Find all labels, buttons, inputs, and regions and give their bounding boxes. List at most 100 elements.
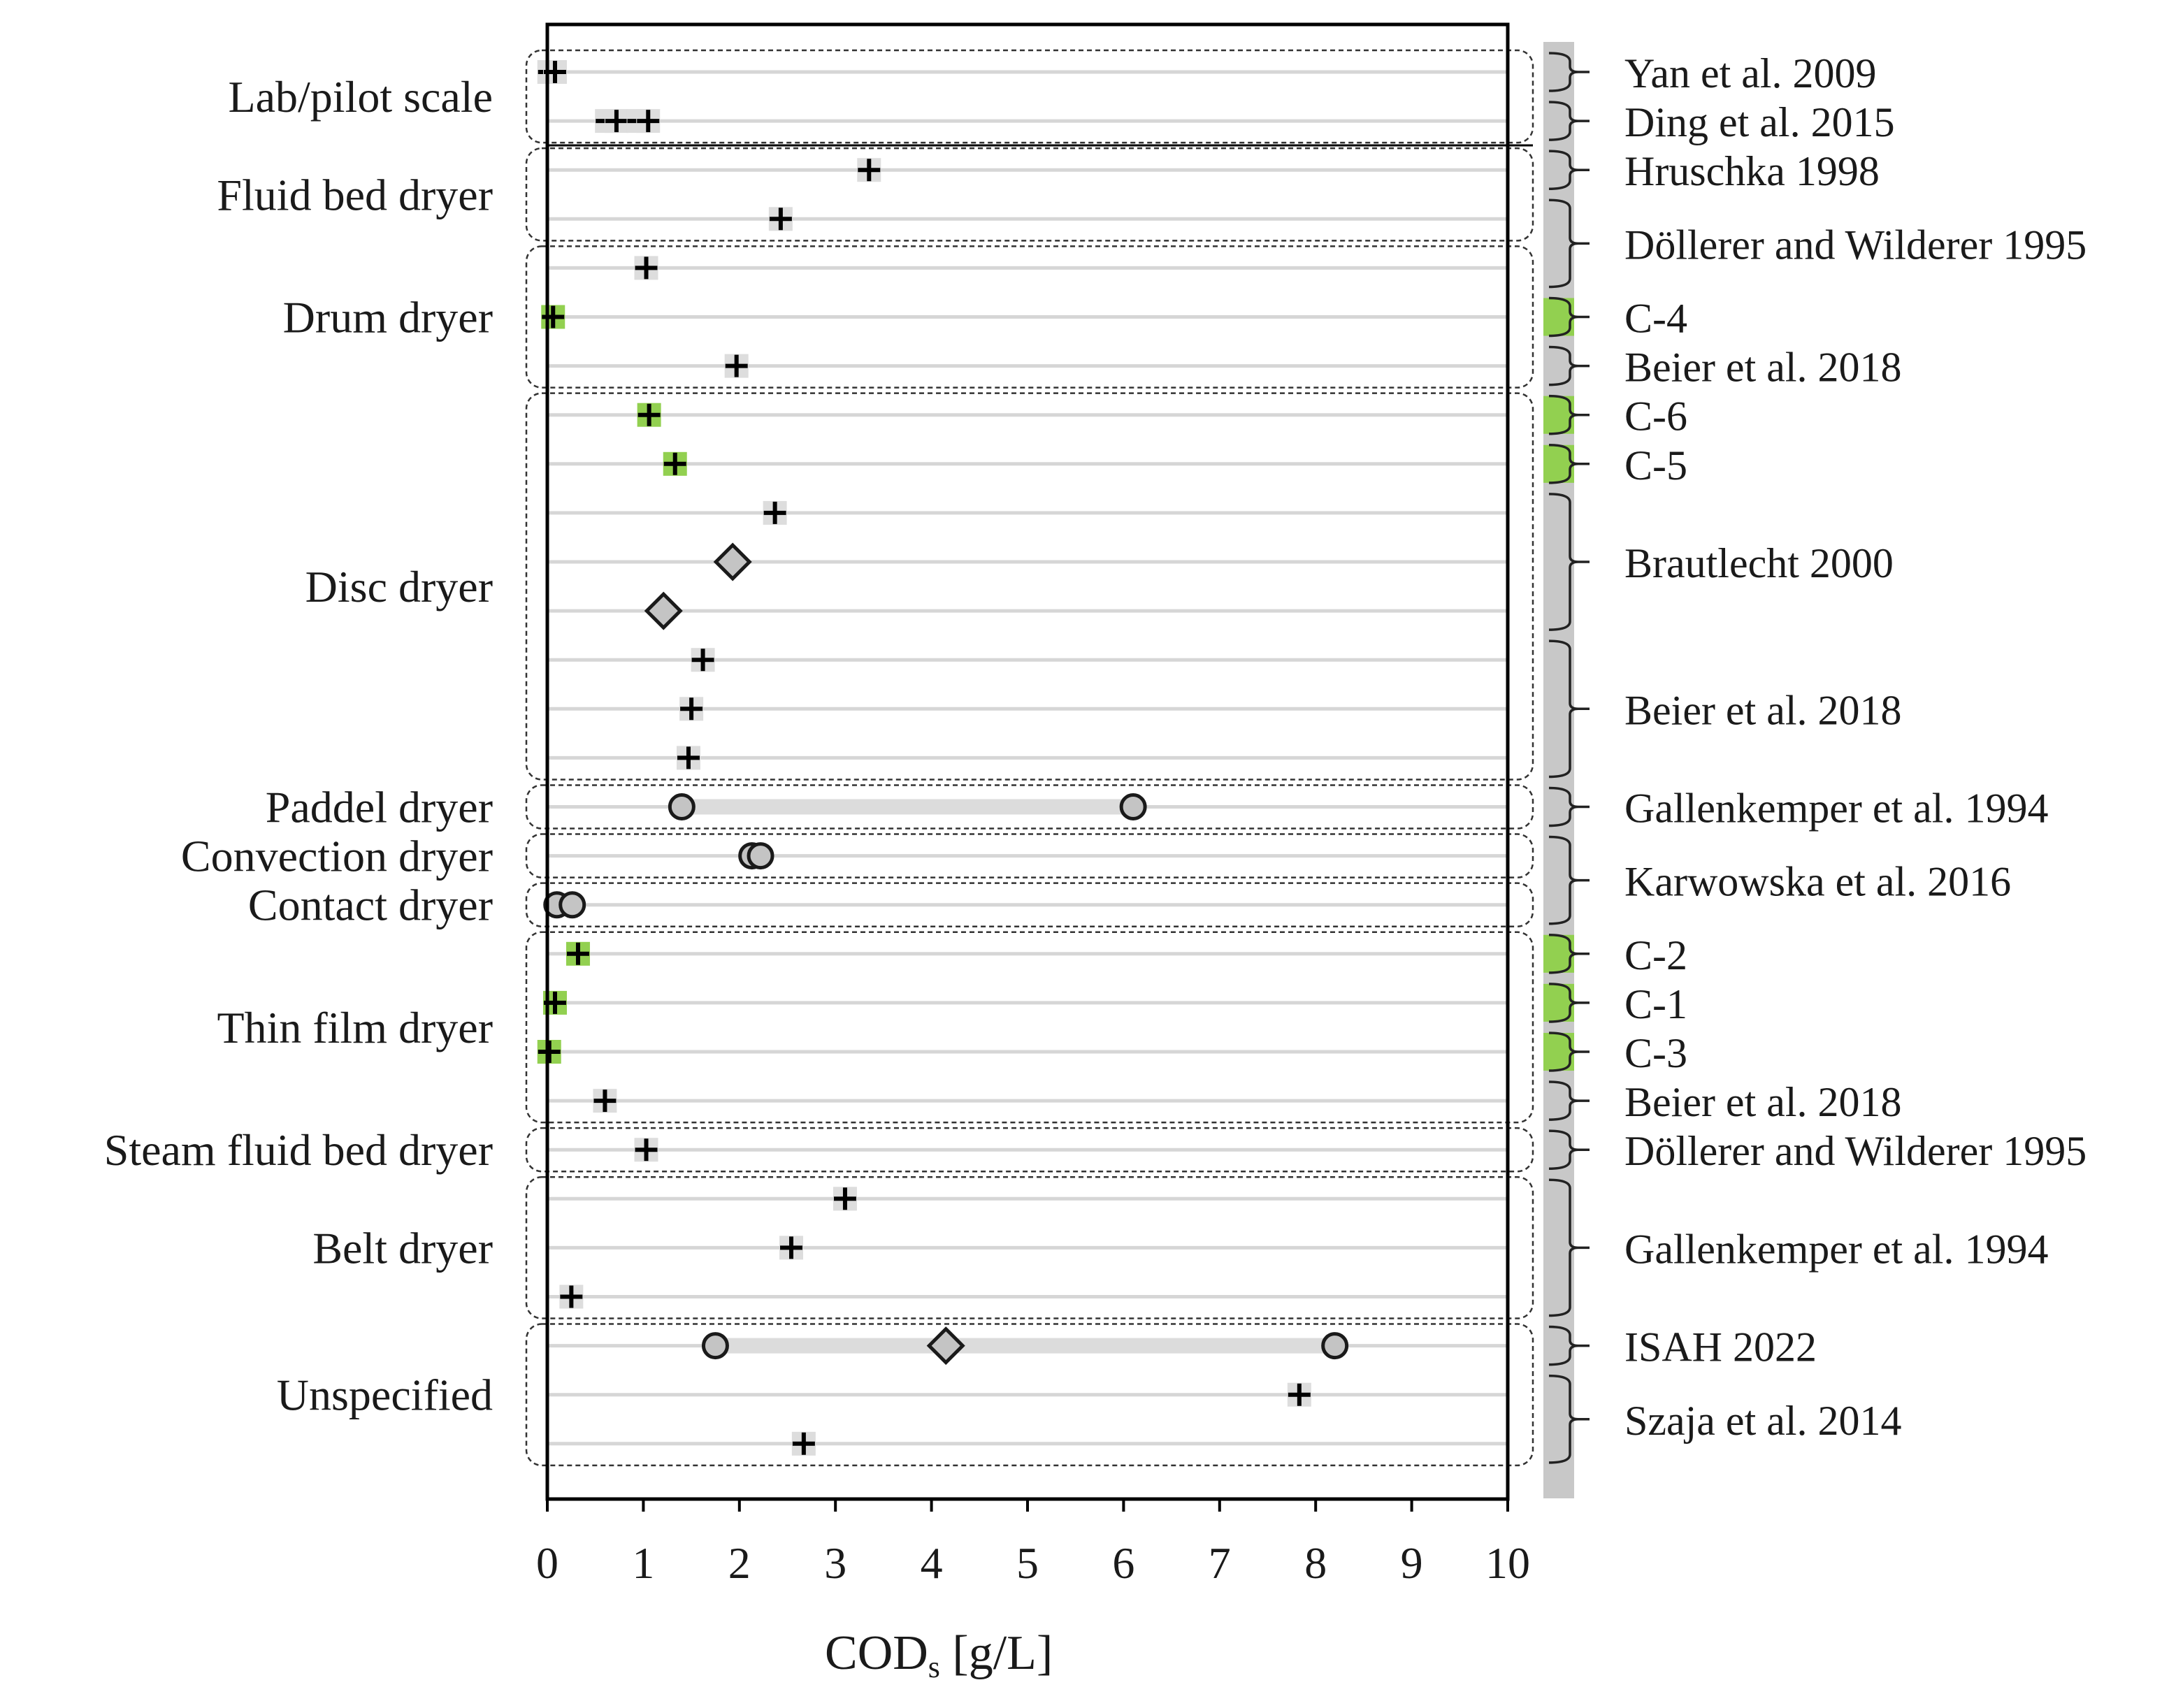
source-label: Ding et al. 2015 (1624, 99, 1895, 145)
group-box (525, 784, 1534, 830)
source-label: Döllerer and Wilderer 1995 (1624, 222, 2087, 268)
tick-layer: 0 1 2 3 4 5 6 7 8 9 10 (536, 1499, 1530, 1588)
source-label: Karwowska et al. 2016 (1624, 859, 2011, 905)
source-brace (1548, 1129, 1590, 1170)
x-tick-label: 8 (1304, 1538, 1327, 1588)
data-point-plus (779, 1236, 803, 1260)
source-label: C-6 (1624, 393, 1687, 440)
source-brace (1548, 1032, 1590, 1072)
group-label: Fluid bed dryer (217, 170, 493, 219)
range-bar (715, 1338, 1335, 1354)
group-box (525, 1127, 1534, 1173)
group-label: Thin film dryer (217, 1003, 493, 1052)
source-label: C-5 (1624, 442, 1687, 488)
range-bar (682, 799, 1134, 815)
data-point-plus (637, 403, 661, 427)
source-label: C-4 (1624, 296, 1687, 342)
x-tick-label: 3 (824, 1538, 846, 1588)
x-tick-label: 1 (632, 1538, 654, 1588)
group-label: Convection dryer (181, 832, 493, 881)
group-label: Lab/pilot scale (228, 72, 493, 122)
group-label-layer: Lab/pilot scale Fluid bed dryer Drum dryer… (104, 72, 493, 1420)
x-tick-label: 4 (921, 1538, 943, 1588)
source-brace (1548, 493, 1590, 631)
data-point-plus (636, 109, 661, 133)
source-label: C-1 (1624, 981, 1687, 1027)
x-tick-label: 7 (1209, 1538, 1231, 1588)
group-box (525, 833, 1534, 878)
data-point-circle (1321, 1332, 1349, 1360)
data-point-plus (634, 1138, 658, 1162)
source-label: ISAH 2022 (1624, 1324, 1817, 1370)
source-label: Beier et al. 2018 (1624, 1079, 1902, 1125)
source-brace (1548, 52, 1590, 92)
data-point-plus (604, 109, 628, 133)
source-brace (1548, 394, 1590, 435)
x-tick-label: 10 (1485, 1538, 1530, 1588)
group-label: Steam fluid bed dryer (104, 1125, 493, 1175)
source-brace (1548, 1178, 1590, 1317)
data-point-circle (668, 793, 696, 820)
data-point-plus (663, 451, 687, 476)
x-tick-label: 2 (728, 1538, 751, 1588)
source-label: Gallenkemper et al. 1994 (1624, 1226, 2048, 1272)
x-tick-label: 0 (536, 1538, 558, 1588)
data-point-circle (558, 891, 586, 919)
data-point-circle (701, 1332, 729, 1360)
source-label: Beier et al. 2018 (1624, 687, 1902, 733)
source-brace (1548, 1325, 1590, 1366)
x-axis-title-subscript: s (928, 1650, 940, 1684)
data-point-diamond (713, 542, 752, 581)
data-point-plus (541, 305, 565, 329)
group-label: Drum dryer (283, 293, 493, 342)
data-point-plus (791, 1431, 816, 1456)
source-brace (1548, 444, 1590, 484)
x-axis-title-unit: [g/L] (940, 1626, 1053, 1680)
data-point-diamond (926, 1326, 965, 1366)
data-point-plus (565, 941, 590, 966)
x-axis-title-main: COD (825, 1626, 928, 1680)
group-box (525, 245, 1534, 389)
source-brace (1548, 934, 1590, 974)
source-label: Gallenkemper et al. 1994 (1624, 786, 2048, 832)
group-box-layer (525, 49, 1534, 1467)
x-axis-title: CODs [g/L] (825, 1626, 1053, 1684)
source-brace (1548, 983, 1590, 1023)
data-point-circle (747, 842, 774, 870)
data-point-plus (537, 1040, 561, 1064)
grid-layer (547, 70, 1508, 1446)
data-point-plus (768, 207, 793, 231)
source-brace (1548, 345, 1590, 386)
group-box (525, 147, 1534, 242)
source-brace (1548, 101, 1590, 141)
x-tick-label: 5 (1016, 1538, 1039, 1588)
source-label: C-2 (1624, 932, 1687, 978)
data-point-plus (763, 500, 787, 525)
source-brace (1548, 198, 1590, 289)
data-point-plus (857, 158, 881, 182)
source-label: Brautlecht 2000 (1624, 540, 1894, 586)
range-layer (682, 799, 1335, 1354)
data-point-circle (1119, 793, 1147, 820)
source-brace (1548, 150, 1590, 190)
group-box (525, 931, 1534, 1124)
data-point-plus (559, 1284, 584, 1309)
source-label: C-3 (1624, 1030, 1687, 1076)
group-label: Contact dryer (248, 881, 493, 930)
data-point-plus (1287, 1382, 1311, 1407)
source-brace (1548, 786, 1590, 827)
data-point-plus (724, 354, 749, 378)
group-box (525, 49, 1534, 144)
group-box (525, 1176, 1534, 1319)
group-label: Disc dryer (305, 562, 493, 611)
source-label: Döllerer and Wilderer 1995 (1624, 1128, 2087, 1174)
group-label: Unspecified (277, 1370, 493, 1420)
source-label: Hruschka 1998 (1624, 148, 1880, 194)
data-point-plus (593, 1089, 617, 1113)
source-brace (1548, 835, 1590, 925)
data-point-plus (833, 1187, 857, 1211)
source-label: Yan et al. 2009 (1624, 50, 1877, 96)
data-point-plus (691, 648, 715, 672)
